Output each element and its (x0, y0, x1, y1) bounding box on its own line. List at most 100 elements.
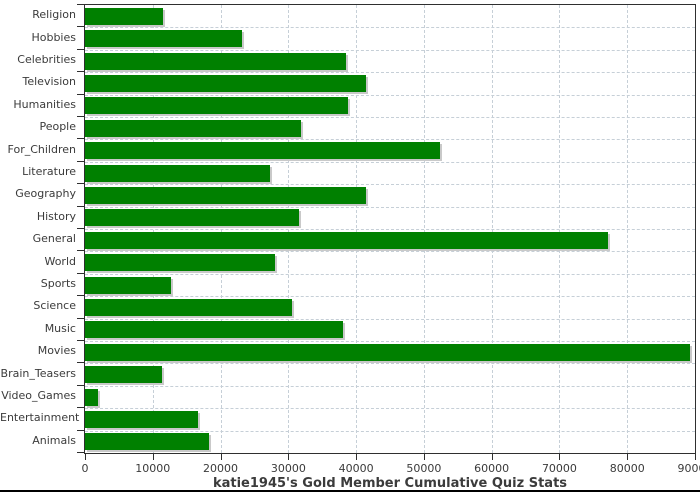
y-axis-label-literature: Literature (22, 165, 76, 178)
y-axis-tick (77, 362, 84, 363)
y-axis-tick (77, 49, 84, 50)
gridline-horizontal (85, 408, 695, 410)
gridline-horizontal (85, 273, 695, 275)
bar-entertainment (85, 410, 199, 428)
x-axis-tick (559, 454, 561, 460)
y-axis-tick (77, 228, 84, 229)
gridline-horizontal (85, 385, 695, 387)
y-axis-label-people: People (39, 120, 76, 134)
bar-animals (85, 433, 210, 451)
x-axis-tick (423, 454, 425, 460)
y-axis-label-celebrities: Celebrities (17, 53, 76, 66)
y-axis-tick (77, 116, 84, 117)
y-axis-tick (77, 94, 84, 95)
bottom-divider-line (0, 490, 700, 492)
y-axis-label-humanities: Humanities (13, 97, 76, 111)
y-axis-label-movies: Movies (37, 344, 76, 358)
bar-movies (85, 343, 690, 361)
gridline-horizontal (85, 296, 695, 298)
bar-video_games (85, 388, 98, 406)
y-axis-label-hobbies: Hobbies (31, 30, 76, 44)
x-axis-tick-label: 0 (81, 462, 89, 475)
bar-for_children (85, 142, 441, 160)
bar-history (85, 209, 299, 227)
gridline-horizontal (85, 363, 695, 365)
bar-brain_teasers (85, 366, 163, 384)
y-axis-tick (77, 295, 84, 296)
y-axis-tick (77, 161, 84, 162)
y-axis-label-science: Science (33, 299, 76, 313)
gridline-horizontal (85, 184, 695, 186)
y-axis-tick (77, 71, 84, 72)
y-axis-label-for_children: For_Children (7, 142, 76, 156)
bar-religion (85, 7, 163, 25)
gridline-horizontal (85, 430, 695, 432)
bar-science (85, 298, 292, 316)
y-axis-label-history: History (36, 209, 76, 223)
x-axis-tick-label: 50000 (406, 462, 442, 475)
y-axis-label-television: Television (22, 75, 77, 89)
y-axis-label-geography: Geography (15, 187, 76, 201)
y-axis-tick (77, 385, 84, 386)
bar-music (85, 321, 344, 339)
x-axis-tick (695, 454, 696, 460)
gridline-horizontal (85, 27, 695, 29)
x-axis-tick (85, 454, 86, 460)
y-axis-label-religion: Religion (32, 8, 76, 22)
gridline-horizontal (85, 49, 695, 51)
x-axis-tick (491, 454, 493, 460)
bar-television (85, 74, 367, 92)
bar-people (85, 119, 301, 137)
y-axis-label-sports: Sports (40, 277, 76, 290)
y-axis-tick (77, 318, 84, 319)
x-axis-tick-label: 90000 (677, 462, 700, 475)
y-axis-tick (77, 273, 84, 274)
gridline-horizontal (85, 318, 695, 320)
y-axis-tick (77, 206, 84, 207)
y-axis-label-music: Music (44, 321, 76, 335)
x-axis-tick-label: 80000 (609, 462, 645, 475)
plot-area (84, 4, 696, 454)
bar-humanities (85, 97, 348, 115)
y-axis-tick (77, 183, 84, 184)
x-axis-tick-label: 70000 (541, 462, 577, 475)
gridline-horizontal (85, 94, 695, 96)
y-axis-tick (77, 452, 84, 453)
x-axis-tick-label: 20000 (203, 462, 239, 475)
y-axis-tick (77, 4, 84, 5)
y-axis-label-video_games: Video_Games (1, 389, 76, 402)
y-axis-label-brain_teasers: Brain_Teasers (0, 366, 76, 380)
x-axis-tick (288, 454, 290, 460)
x-axis-tick-label: 30000 (270, 462, 306, 475)
gridline-horizontal (85, 229, 695, 230)
x-axis-tick (220, 454, 222, 460)
x-axis-tick-label: 40000 (338, 462, 374, 475)
gridline-horizontal (85, 161, 695, 163)
y-axis-tick (77, 407, 84, 408)
y-axis-label-general: General (32, 232, 76, 246)
y-axis-label-entertainment: Entertainment (0, 411, 80, 425)
x-axis-tick (152, 454, 154, 460)
bar-sports (85, 276, 172, 294)
gridline-horizontal (85, 117, 695, 118)
y-axis-tick (77, 138, 84, 139)
y-axis-label-animals: Animals (32, 433, 76, 447)
bar-hobbies (85, 30, 242, 48)
y-axis-tick (77, 430, 84, 431)
bar-literature (85, 164, 271, 182)
bar-general (85, 231, 608, 249)
y-axis-tick (77, 250, 84, 251)
x-axis-tick (356, 454, 358, 460)
y-axis-label-world: World (44, 254, 76, 268)
y-axis-tick (77, 26, 84, 27)
bar-world (85, 254, 276, 272)
bar-geography (85, 186, 366, 204)
gridline-horizontal (85, 206, 695, 208)
gridline-horizontal (85, 341, 695, 342)
gridline-horizontal (85, 251, 695, 253)
gridline-horizontal (85, 139, 695, 141)
gridline-horizontal (85, 72, 695, 74)
bar-celebrities (85, 52, 346, 70)
chart-title: katie1945's Gold Member Cumulative Quiz … (212, 476, 568, 491)
